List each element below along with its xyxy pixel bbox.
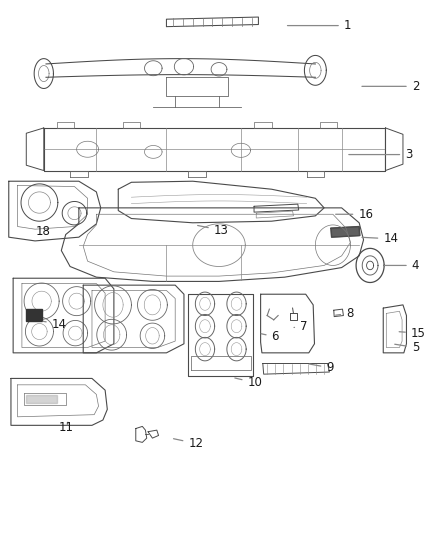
Polygon shape — [26, 309, 42, 321]
Text: 2: 2 — [362, 80, 419, 93]
Text: 14: 14 — [362, 232, 398, 245]
Polygon shape — [331, 227, 360, 237]
Text: 10: 10 — [235, 376, 262, 389]
Text: 16: 16 — [336, 208, 373, 221]
Text: 12: 12 — [173, 437, 203, 450]
Text: 14: 14 — [43, 318, 67, 330]
Text: 6: 6 — [261, 330, 279, 343]
Text: 1: 1 — [287, 19, 351, 32]
Text: 4: 4 — [384, 259, 419, 272]
Text: 8: 8 — [336, 307, 353, 320]
Text: 18: 18 — [36, 225, 51, 238]
Polygon shape — [26, 395, 57, 403]
Text: 15: 15 — [399, 327, 426, 340]
Text: 11: 11 — [59, 421, 74, 434]
Text: 5: 5 — [395, 341, 419, 354]
Text: 3: 3 — [349, 148, 413, 161]
Text: 13: 13 — [198, 224, 229, 237]
Text: 9: 9 — [309, 361, 334, 374]
Text: 7: 7 — [294, 320, 307, 333]
